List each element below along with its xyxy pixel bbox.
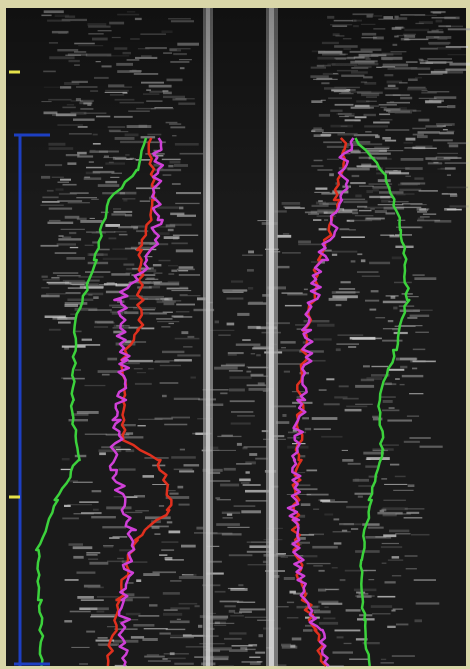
left-magenta-trace [108, 137, 165, 667]
scale-bar [14, 133, 50, 666]
right-green-trace [354, 137, 411, 667]
left-green-trace [34, 137, 148, 667]
edge-traces [34, 137, 411, 667]
left-red-trace [106, 137, 173, 667]
right-magenta-trace [286, 137, 355, 667]
